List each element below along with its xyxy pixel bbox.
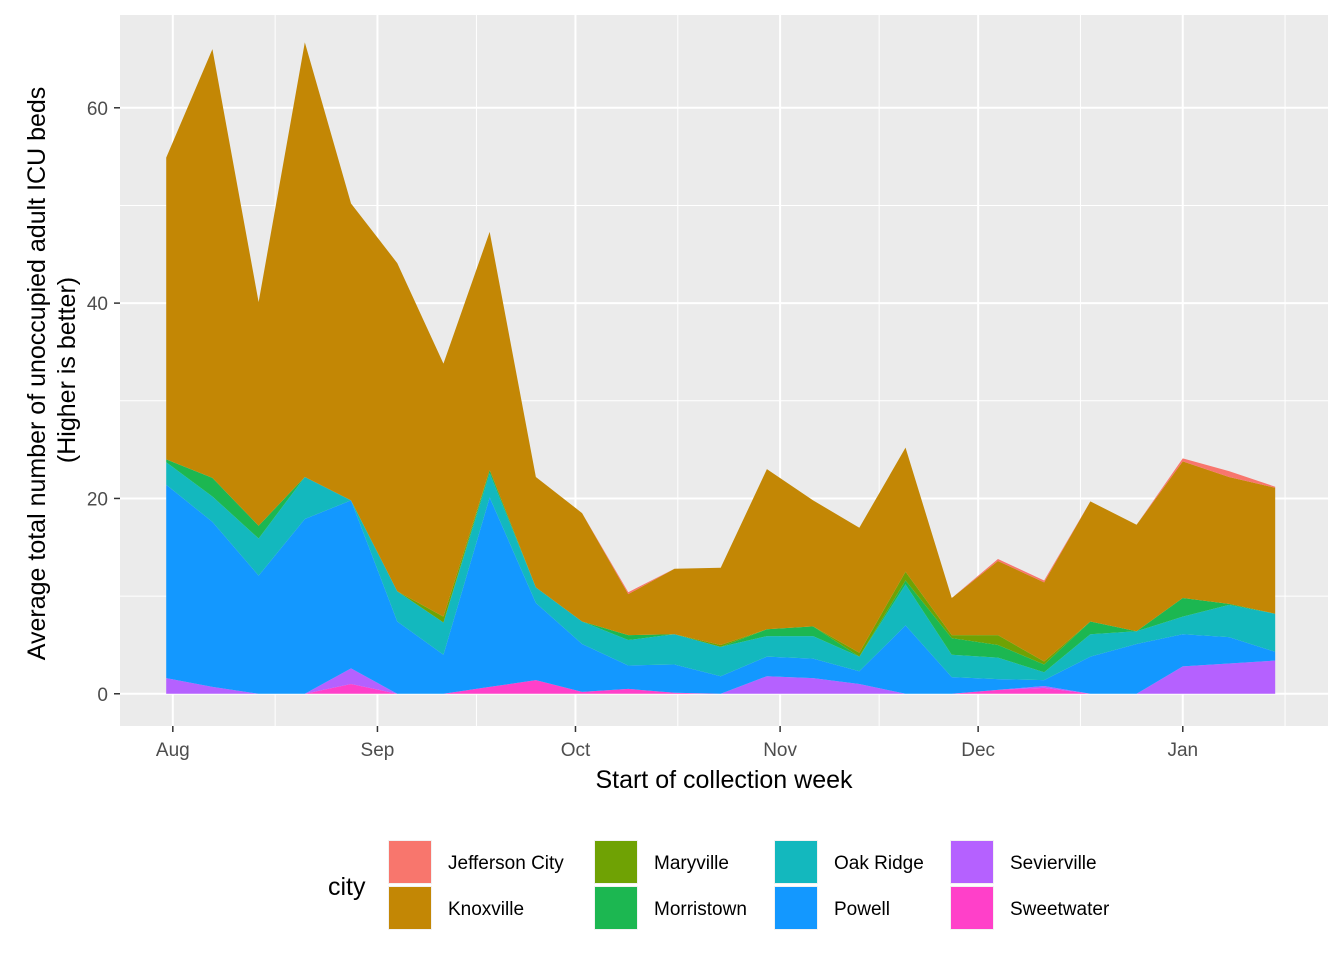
x-tick-label: Sep <box>361 740 395 761</box>
y-tick-label: 60 <box>87 99 108 120</box>
stacked-areas <box>166 42 1276 694</box>
x-tick-label: Dec <box>961 740 995 761</box>
area-sevierville <box>166 660 1276 694</box>
y-tick-label: 0 <box>97 685 108 706</box>
legend-label: Morristown <box>654 899 747 920</box>
legend-label: Oak Ridge <box>834 853 924 874</box>
legend-swatch <box>595 841 637 883</box>
area-knoxville <box>166 42 1276 662</box>
x-tick-label: Nov <box>763 740 797 761</box>
x-tick-label: Oct <box>561 740 591 761</box>
x-axis: Aug Sep Oct Nov Dec Jan <box>156 726 1198 761</box>
legend: city Jefferson City Knoxville Maryville Mor… <box>328 840 1110 930</box>
legend-swatch <box>775 887 817 929</box>
y-axis-title-line-2: (Higher is better) <box>53 277 81 463</box>
legend-swatch <box>951 841 993 883</box>
legend-label: Sweetwater <box>1010 899 1110 920</box>
area-powell <box>166 484 1276 694</box>
legend-label: Jefferson City <box>448 853 564 874</box>
legend-swatch <box>389 841 431 883</box>
legend-label: Knoxville <box>448 899 524 920</box>
legend-label: Powell <box>834 899 890 920</box>
y-axis: 0 20 40 60 <box>87 99 120 706</box>
x-tick-label: Aug <box>156 740 190 761</box>
y-tick-label: 20 <box>87 489 108 510</box>
y-axis-title: Average total number of unoccupied adult… <box>23 80 81 660</box>
legend-label: Maryville <box>654 853 729 874</box>
legend-swatch <box>951 887 993 929</box>
y-axis-title-line-1: Average total number of unoccupied adult… <box>23 87 51 661</box>
legend-title: city <box>328 873 366 901</box>
legend-swatch <box>595 887 637 929</box>
legend-swatch <box>775 841 817 883</box>
legend-label: Sevierville <box>1010 853 1097 874</box>
x-axis-title: Start of collection week <box>595 766 853 794</box>
area-sweetwater <box>166 680 1276 694</box>
legend-swatch <box>389 887 431 929</box>
area-oak-ridge <box>166 462 1276 681</box>
x-tick-label: Jan <box>1167 740 1198 761</box>
y-tick-label: 40 <box>87 294 108 315</box>
